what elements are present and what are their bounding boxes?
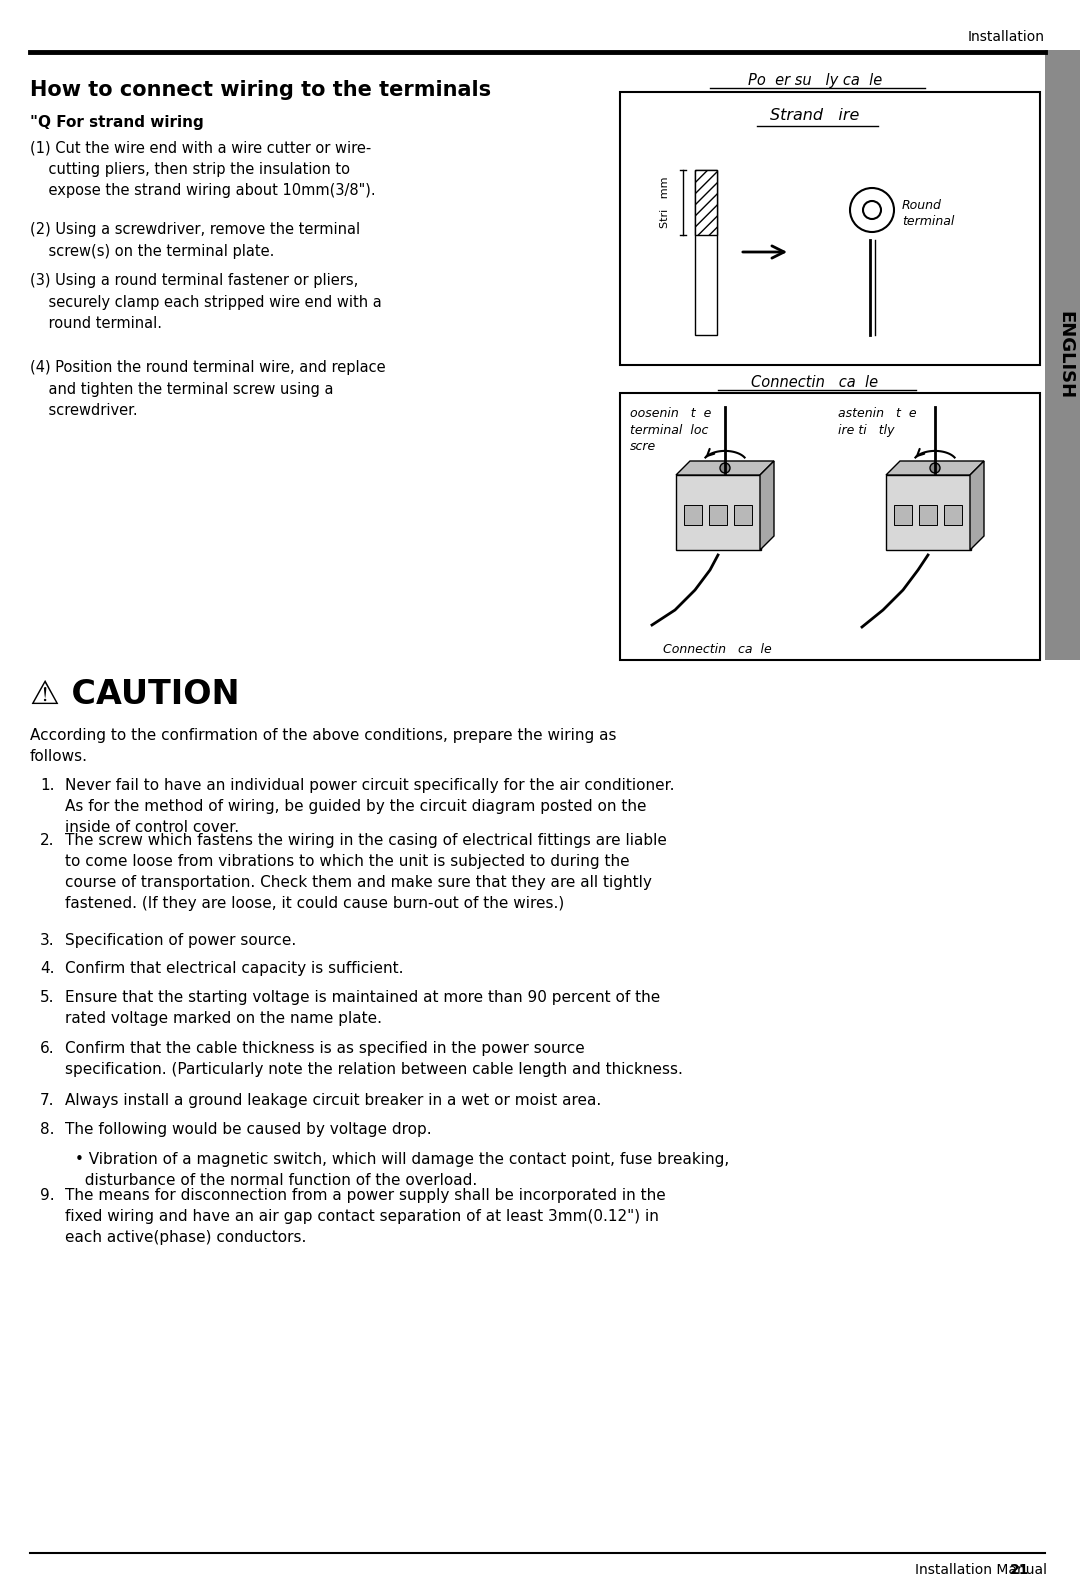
Text: 4.: 4. [40, 961, 54, 977]
Text: (2) Using a screwdriver, remove the terminal
    screw(s) on the terminal plate.: (2) Using a screwdriver, remove the term… [30, 222, 360, 258]
Bar [684, 505, 702, 526]
Text: 7.: 7. [40, 1092, 54, 1108]
Text: 9.: 9. [40, 1187, 55, 1203]
Text: Connectin   ca  le: Connectin ca le [752, 375, 878, 389]
Bar [696, 169, 717, 336]
Bar [944, 505, 962, 526]
Text: Specification of power source.: Specification of power source. [65, 932, 296, 948]
Circle shape [863, 201, 881, 218]
Text: Confirm that the cable thickness is as specified in the power source
specificati: Confirm that the cable thickness is as s… [65, 1042, 683, 1076]
Text: 2.: 2. [40, 833, 54, 848]
Bar [696, 169, 717, 234]
Text: Confirm that electrical capacity is sufficient.: Confirm that electrical capacity is suff… [65, 961, 404, 977]
Circle shape [850, 188, 894, 233]
Bar [620, 92, 1040, 366]
Text: Round
terminal: Round terminal [902, 198, 955, 228]
Text: The means for disconnection from a power supply shall be incorporated in the
fix: The means for disconnection from a power… [65, 1187, 665, 1244]
Text: Po  er su   ly ca  le: Po er su ly ca le [747, 73, 882, 89]
Text: 3.: 3. [40, 932, 55, 948]
Text: Installation Manual: Installation Manual [915, 1562, 1056, 1577]
Text: ENGLISH: ENGLISH [1056, 310, 1074, 399]
Text: "Q For strand wiring: "Q For strand wiring [30, 116, 204, 130]
Bar [1045, 51, 1080, 660]
Text: Never fail to have an individual power circuit specifically for the air conditio: Never fail to have an individual power c… [65, 777, 675, 834]
Text: 8.: 8. [40, 1122, 54, 1137]
Text: Strand   ire: Strand ire [770, 108, 860, 123]
Text: (3) Using a round terminal fastener or pliers,
    securely clamp each stripped : (3) Using a round terminal fastener or p… [30, 272, 381, 331]
Text: Installation: Installation [968, 30, 1045, 44]
Circle shape [720, 462, 730, 473]
Text: astenin   t  e
ire ti   tly: astenin t e ire ti tly [838, 407, 917, 437]
Text: 6.: 6. [40, 1042, 55, 1056]
Bar [886, 475, 971, 549]
Text: The screw which fastens the wiring in the casing of electrical fittings are liab: The screw which fastens the wiring in th… [65, 833, 666, 910]
Bar [894, 505, 912, 526]
Text: According to the confirmation of the above conditions, prepare the wiring as
fol: According to the confirmation of the abo… [30, 728, 617, 765]
Text: How to connect wiring to the terminals: How to connect wiring to the terminals [30, 81, 491, 100]
Text: 5.: 5. [40, 989, 54, 1005]
Text: The following would be caused by voltage drop.: The following would be caused by voltage… [65, 1122, 432, 1137]
Polygon shape [886, 461, 984, 475]
Polygon shape [676, 461, 774, 475]
Text: (4) Position the round terminal wire, and replace
    and tighten the terminal s: (4) Position the round terminal wire, an… [30, 359, 386, 418]
Text: Stri   mm: Stri mm [660, 177, 670, 228]
Text: ⚠ CAUTION: ⚠ CAUTION [30, 678, 240, 711]
Bar [708, 505, 727, 526]
Bar [676, 475, 761, 549]
Bar [919, 505, 937, 526]
Bar [620, 393, 1040, 660]
Text: 21: 21 [1010, 1562, 1029, 1577]
Polygon shape [970, 461, 984, 549]
Text: Ensure that the starting voltage is maintained at more than 90 percent of the
ra: Ensure that the starting voltage is main… [65, 989, 660, 1026]
Text: oosenin   t  e
terminal  loc
scre: oosenin t e terminal loc scre [630, 407, 712, 453]
Text: Connectin   ca  le: Connectin ca le [663, 643, 772, 655]
Text: 1.: 1. [40, 777, 54, 793]
Text: (1) Cut the wire end with a wire cutter or wire-
    cutting pliers, then strip : (1) Cut the wire end with a wire cutter … [30, 139, 376, 198]
Bar [734, 505, 752, 526]
Text: Always install a ground leakage circuit breaker in a wet or moist area.: Always install a ground leakage circuit … [65, 1092, 602, 1108]
Polygon shape [760, 461, 774, 549]
Circle shape [930, 462, 940, 473]
Text: • Vibration of a magnetic switch, which will damage the contact point, fuse brea: • Vibration of a magnetic switch, which … [75, 1152, 729, 1187]
